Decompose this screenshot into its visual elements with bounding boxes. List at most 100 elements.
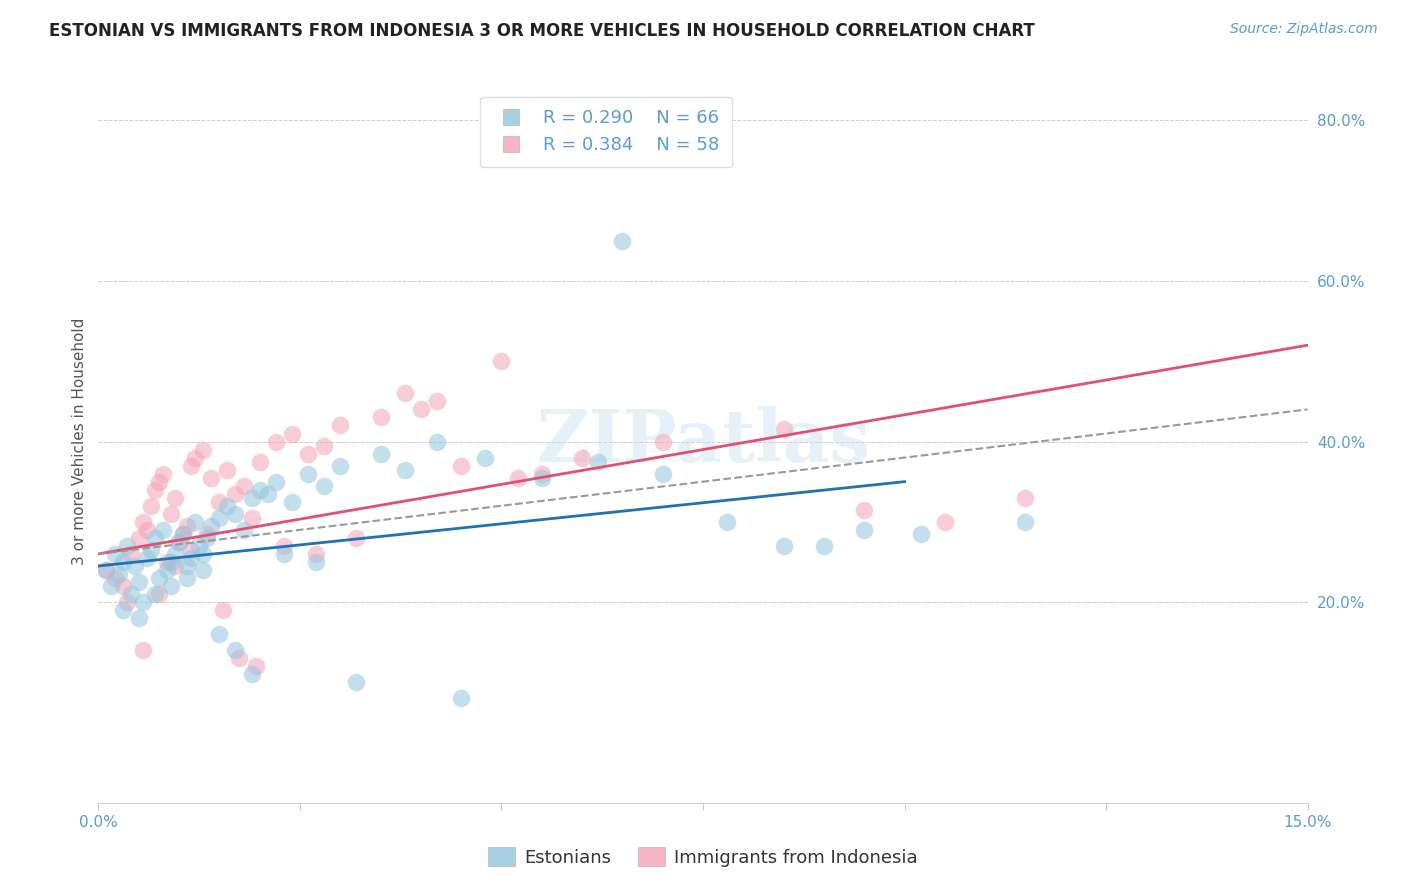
- Point: [329, 458, 352, 473]
- Point: [160, 507, 183, 521]
- Point: [176, 558, 198, 573]
- Point: [193, 563, 215, 577]
- Point: [245, 659, 267, 673]
- Point: [188, 539, 211, 553]
- Point: [305, 547, 328, 561]
- Point: [132, 643, 155, 657]
- Point: [297, 446, 319, 460]
- Point: [314, 438, 336, 452]
- Point: [281, 494, 304, 508]
- Point: [217, 499, 239, 513]
- Point: [1014, 515, 1036, 529]
- Point: [167, 534, 190, 549]
- Point: [139, 542, 162, 557]
- Point: [200, 470, 222, 484]
- Point: [612, 234, 634, 248]
- Point: [184, 515, 207, 529]
- Point: [240, 491, 263, 505]
- Point: [305, 555, 328, 569]
- Point: [208, 627, 231, 641]
- Point: [344, 531, 367, 545]
- Point: [329, 418, 352, 433]
- Point: [111, 579, 134, 593]
- Point: [160, 555, 183, 569]
- Point: [107, 567, 129, 582]
- Point: [1014, 491, 1036, 505]
- Point: [193, 442, 215, 457]
- Point: [184, 450, 207, 465]
- Point: [148, 587, 170, 601]
- Point: [853, 502, 876, 516]
- Point: [409, 402, 432, 417]
- Point: [143, 587, 166, 601]
- Text: Source: ZipAtlas.com: Source: ZipAtlas.com: [1230, 22, 1378, 37]
- Point: [132, 595, 155, 609]
- Point: [232, 478, 254, 492]
- Point: [180, 542, 202, 557]
- Point: [160, 579, 183, 593]
- Point: [224, 486, 246, 500]
- Point: [530, 467, 553, 481]
- Text: ESTONIAN VS IMMIGRANTS FROM INDONESIA 3 OR MORE VEHICLES IN HOUSEHOLD CORRELATIO: ESTONIAN VS IMMIGRANTS FROM INDONESIA 3 …: [49, 22, 1035, 40]
- Point: [228, 651, 250, 665]
- Point: [148, 475, 170, 489]
- Point: [139, 499, 162, 513]
- Point: [910, 526, 932, 541]
- Point: [224, 643, 246, 657]
- Point: [176, 518, 198, 533]
- Point: [120, 587, 142, 601]
- Point: [195, 531, 218, 545]
- Point: [156, 555, 179, 569]
- Point: [651, 467, 673, 481]
- Point: [111, 555, 134, 569]
- Point: [96, 563, 118, 577]
- Point: [124, 558, 146, 573]
- Legend: Estonians, Immigrants from Indonesia: Estonians, Immigrants from Indonesia: [481, 840, 925, 874]
- Point: [148, 571, 170, 585]
- Point: [426, 434, 449, 449]
- Point: [135, 523, 157, 537]
- Point: [208, 510, 231, 524]
- Point: [96, 563, 118, 577]
- Text: ZIPatlas: ZIPatlas: [536, 406, 870, 477]
- Point: [491, 354, 513, 368]
- Point: [256, 486, 278, 500]
- Point: [143, 483, 166, 497]
- Point: [152, 467, 174, 481]
- Point: [813, 539, 835, 553]
- Point: [474, 450, 496, 465]
- Point: [450, 691, 472, 706]
- Point: [264, 475, 287, 489]
- Point: [273, 547, 295, 561]
- Point: [156, 563, 179, 577]
- Point: [249, 454, 271, 469]
- Point: [135, 550, 157, 566]
- Point: [273, 539, 295, 553]
- Point: [115, 595, 138, 609]
- Legend: R = 0.290    N = 66, R = 0.384    N = 58: R = 0.290 N = 66, R = 0.384 N = 58: [481, 96, 733, 167]
- Point: [249, 483, 271, 497]
- Point: [426, 394, 449, 409]
- Point: [212, 603, 235, 617]
- Point: [586, 454, 609, 469]
- Point: [111, 603, 134, 617]
- Point: [163, 547, 186, 561]
- Point: [120, 547, 142, 561]
- Point: [394, 386, 416, 401]
- Point: [240, 510, 263, 524]
- Point: [297, 467, 319, 481]
- Point: [143, 531, 166, 545]
- Point: [853, 523, 876, 537]
- Point: [716, 515, 738, 529]
- Point: [772, 539, 794, 553]
- Point: [224, 507, 246, 521]
- Point: [100, 579, 122, 593]
- Point: [193, 547, 215, 561]
- Point: [240, 667, 263, 681]
- Point: [176, 571, 198, 585]
- Point: [180, 550, 202, 566]
- Point: [195, 526, 218, 541]
- Point: [132, 515, 155, 529]
- Point: [200, 518, 222, 533]
- Point: [128, 611, 150, 625]
